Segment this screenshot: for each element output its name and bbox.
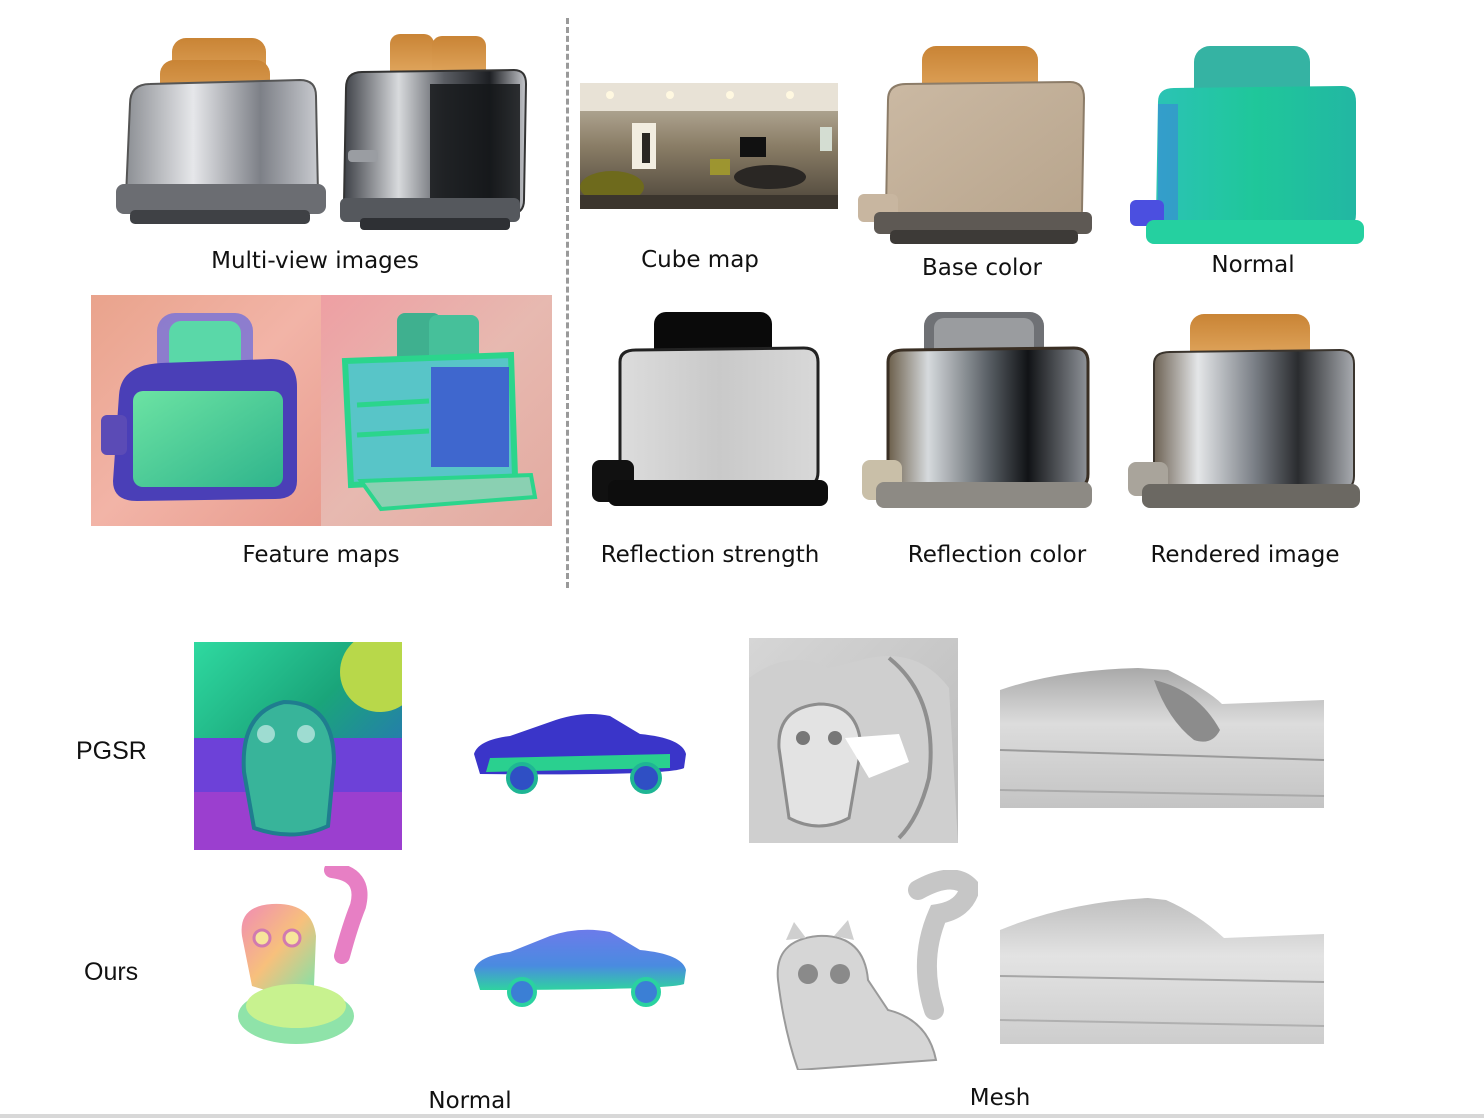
caption-reflection-strength: Reflection strength bbox=[600, 542, 820, 568]
pgsr-normal-car bbox=[474, 714, 686, 794]
pgsr-mesh-cat bbox=[749, 638, 958, 843]
row-label-ours: Ours bbox=[84, 958, 139, 986]
reflection-strength-image bbox=[592, 312, 828, 506]
caption-mesh: Mesh bbox=[969, 1085, 1031, 1111]
ours-mesh-cat bbox=[776, 870, 978, 1070]
ours-mesh-car bbox=[999, 898, 1325, 1044]
caption-rendered-image: Rendered image bbox=[1150, 542, 1340, 568]
reflection-color-image bbox=[862, 312, 1092, 508]
bottom-border bbox=[0, 1114, 1484, 1118]
cube-map-image bbox=[580, 83, 838, 209]
normal-map-toaster bbox=[1130, 46, 1364, 244]
base-color-image bbox=[858, 46, 1092, 244]
ours-normal-cat bbox=[238, 866, 368, 1044]
caption-normal-top: Normal bbox=[1211, 252, 1295, 278]
rendered-image bbox=[1128, 314, 1360, 508]
ours-normal-car bbox=[474, 929, 686, 1007]
row-label-pgsr: PGSR bbox=[76, 737, 147, 765]
caption-multiview: Multi-view images bbox=[211, 248, 419, 274]
caption-cube-map: Cube map bbox=[641, 247, 759, 273]
section-divider bbox=[566, 18, 569, 588]
caption-reflection-color: Reflection color bbox=[907, 542, 1087, 568]
pgsr-normal-cat bbox=[194, 642, 402, 850]
caption-normal-bottom: Normal bbox=[428, 1088, 512, 1114]
caption-base-color: Base color bbox=[922, 255, 1042, 281]
multiview-toaster-1 bbox=[116, 38, 326, 224]
caption-feature-maps: Feature maps bbox=[242, 542, 400, 568]
feature-map-2 bbox=[321, 295, 552, 526]
pgsr-mesh-car bbox=[999, 668, 1325, 808]
feature-map-1 bbox=[91, 295, 321, 526]
multiview-toaster-2 bbox=[340, 34, 528, 230]
